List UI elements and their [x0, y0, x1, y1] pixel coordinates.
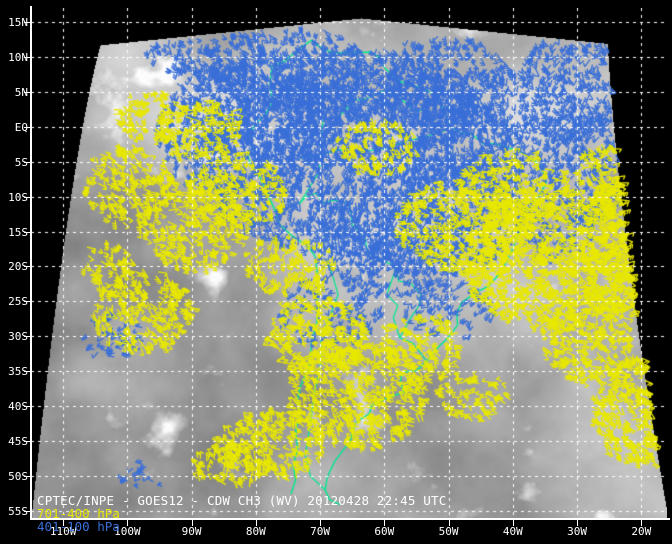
lat-tickmark [24, 91, 31, 93]
axis-frame-left [30, 6, 32, 520]
lat-tickmark [24, 56, 31, 58]
lat-tick-40S: 40S [8, 400, 28, 414]
lon-tick-50W: 50W [438, 525, 459, 538]
lat-tick-30S: 30S [8, 330, 28, 344]
lat-tick-15S: 15S [8, 225, 28, 239]
lon-tickmark [255, 520, 257, 526]
lon-tick-40W: 40W [502, 525, 523, 538]
lat-tick-10N: 10N [8, 50, 28, 64]
lat-tick-50S: 50S [8, 470, 28, 484]
lat-tickmark [24, 371, 31, 373]
lat-tick-15N: 15N [8, 15, 28, 29]
lon-tickmark [63, 520, 65, 526]
lon-tick-30W: 30W [567, 525, 587, 538]
lat-tickmark [24, 406, 31, 408]
lat-tickmark [24, 301, 31, 303]
lat-tickmark [24, 476, 31, 478]
lat-tickmark [24, 336, 31, 338]
legend-entry-mid-level: 701-400 hPa [37, 506, 120, 521]
lon-tick-20W: 20W [631, 525, 652, 538]
lat-tick-25S: 25S [8, 295, 28, 309]
lat-tick-55S: 55S [8, 505, 28, 518]
map-plot-area [31, 8, 667, 518]
lon-tickmark [320, 520, 322, 526]
satellite-imagery-canvas [31, 8, 667, 518]
axis-frame-bottom [30, 518, 670, 520]
lon-tickmark [641, 520, 643, 526]
lat-tickmark [24, 196, 31, 198]
lon-tick-100W: 100W [114, 525, 141, 538]
lon-tick-70W: 70W [310, 525, 331, 538]
lon-tickmark [384, 520, 386, 526]
lon-tick-80W: 80W [245, 525, 266, 538]
lat-tickmark [24, 21, 31, 23]
lon-tick-110W: 110W [49, 525, 77, 538]
lon-tick-60W: 60W [374, 525, 395, 538]
lat-tick-5N: 5N [14, 85, 28, 99]
lon-tick-90W: 90W [181, 525, 202, 538]
legend-entry-high-level: 401-100 hPa [37, 519, 120, 534]
lat-tickmark [24, 231, 31, 233]
lat-tick-5S: 5S [14, 155, 28, 169]
lat-tickmark [24, 161, 31, 163]
lon-tickmark [191, 520, 193, 526]
lon-tickmark [512, 520, 514, 526]
lon-tickmark [127, 520, 129, 526]
lat-tickmark [24, 126, 31, 128]
lat-tick-EQ: EQ [14, 120, 28, 134]
lat-tickmark [24, 511, 31, 512]
lon-tickmark [577, 520, 579, 526]
lat-tick-35S: 35S [8, 365, 28, 379]
lon-tickmark [448, 520, 450, 526]
lat-tick-20S: 20S [8, 260, 28, 274]
lat-tickmark [24, 266, 31, 268]
lat-tick-45S: 45S [8, 435, 28, 449]
product-caption: CPTEC/INPE - GOES12 - CDW CH3 (WV) 20120… [37, 493, 447, 508]
lat-tickmark [24, 441, 31, 443]
lat-tick-10S: 10S [8, 190, 28, 204]
